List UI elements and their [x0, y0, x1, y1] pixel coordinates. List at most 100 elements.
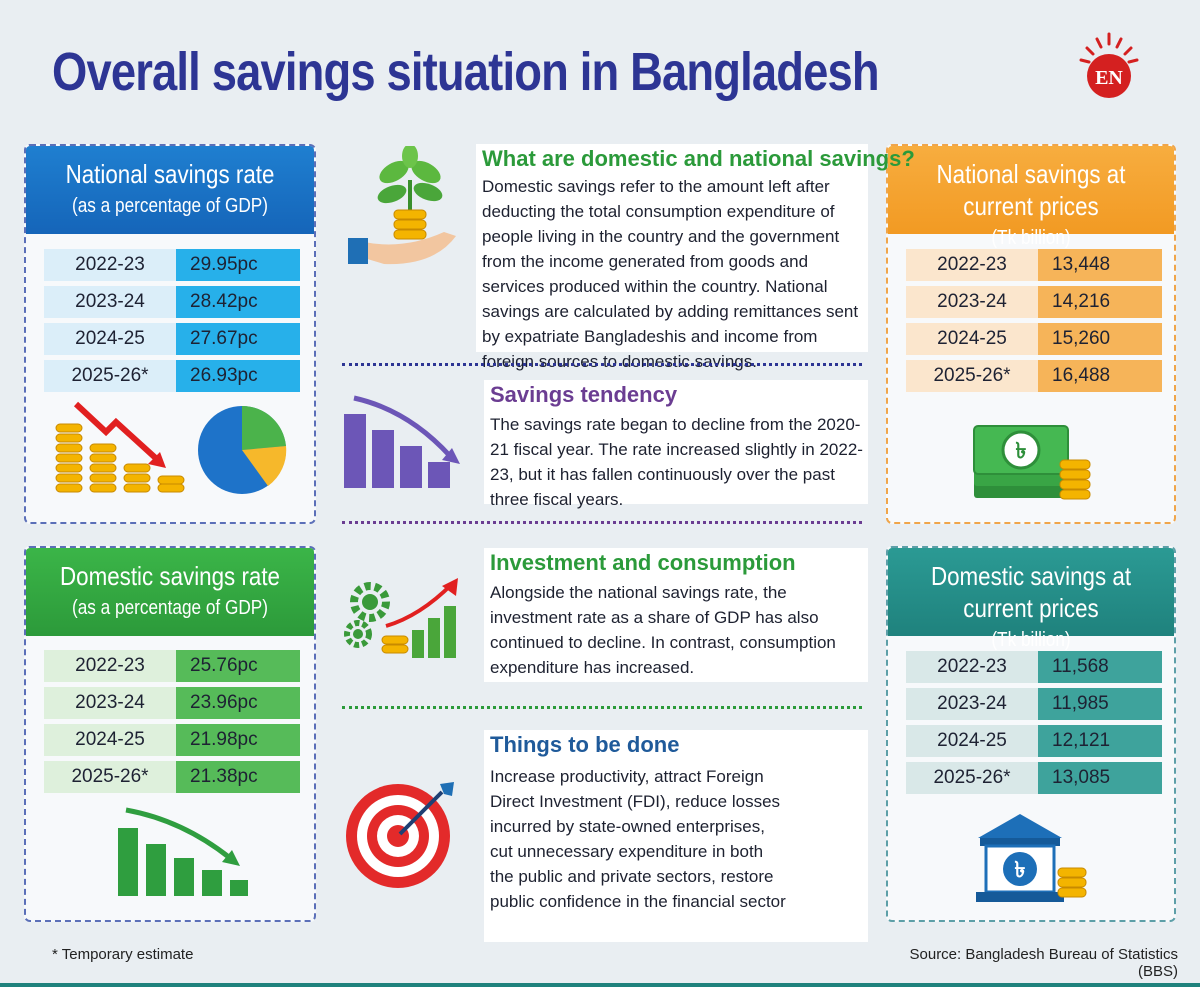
panel-header: Domestic savings rate (as a percentage o… [26, 548, 314, 636]
value-cell: 21.38pc [176, 761, 300, 793]
value-cell: 11,568 [1038, 651, 1162, 683]
section-body: The savings rate began to decline from t… [490, 415, 863, 509]
value-cell: 27.67pc [176, 323, 300, 355]
source-note: Source: Bangladesh Bureau of Statistics … [909, 946, 1179, 980]
national-savings-rate-panel: National savings rate (as a percentage o… [24, 144, 316, 524]
panel-subtitle: (as a percentage of GDP) [72, 597, 268, 619]
value-cell: 16,488 [1038, 360, 1162, 392]
gears-growth-icon [344, 578, 458, 658]
value-cell: 29.95pc [176, 249, 300, 281]
section-body: Alongside the national savings rate, the… [490, 583, 836, 677]
table-row: 2024-25 21.98pc [44, 724, 306, 756]
domestic-savings-rate-panel: Domestic savings rate (as a percentage o… [24, 546, 316, 922]
national-savings-current-panel: National savings at current prices (Tk b… [886, 144, 1176, 524]
divider [342, 521, 862, 524]
table-row: 2024-25 27.67pc [44, 323, 306, 355]
amount-table: 2022-23 13,448 2023-24 14,216 2024-25 15,26… [906, 249, 1168, 397]
value-cell: 21.98pc [176, 724, 300, 756]
table-row: 2024-25 15,260 [906, 323, 1168, 355]
year-cell: 2025-26* [906, 762, 1038, 794]
table-row: 2024-25 12,121 [906, 725, 1168, 757]
year-cell: 2024-25 [44, 323, 176, 355]
year-cell: 2023-24 [44, 286, 176, 318]
logo-text: EN [1095, 67, 1123, 89]
year-cell: 2024-25 [906, 725, 1038, 757]
value-cell: 13,448 [1038, 249, 1162, 281]
year-cell: 2025-26* [906, 360, 1038, 392]
panel-header: Domestic savings at current prices (Tk b… [888, 548, 1174, 651]
brand-logo: EN [1075, 30, 1155, 110]
section-title: Things to be done [490, 732, 680, 757]
amount-table: 2022-23 11,568 2023-24 11,985 2024-25 12,12… [906, 651, 1168, 799]
value-cell: 13,085 [1038, 762, 1162, 794]
year-cell: 2025-26* [44, 761, 176, 793]
section-title: Savings tendency [490, 382, 678, 407]
investment-section: Investment and consumption Alongside the… [484, 548, 868, 682]
page-title: Overall savings situation in Bangladesh [52, 42, 880, 102]
panel-title: National savings at current prices [936, 159, 1126, 221]
table-row: 2025-26* 13,085 [906, 762, 1168, 794]
value-cell: 25.76pc [176, 650, 300, 682]
rate-table: 2022-23 25.76pc 2023-24 23.96pc 2024-25 21.… [44, 650, 306, 798]
table-row: 2023-24 11,985 [906, 688, 1168, 720]
divider [342, 706, 862, 709]
section-title: Investment and consumption [490, 550, 796, 575]
year-cell: 2024-25 [906, 323, 1038, 355]
pie-chart-icon [198, 405, 287, 494]
domestic-savings-current-panel: Domestic savings at current prices (Tk b… [886, 546, 1176, 922]
year-cell: 2023-24 [44, 687, 176, 719]
plant-coins-hand-icon [348, 146, 456, 265]
panel-subtitle: (Tk billion) [991, 227, 1071, 249]
year-cell: 2024-25 [44, 724, 176, 756]
declining-chart-icon [344, 395, 460, 488]
what-section: What are domestic and national savings? … [476, 144, 915, 371]
taka-banknotes-icon: ৳ [973, 425, 1091, 500]
table-row: 2025-26* 21.38pc [44, 761, 306, 793]
panel-header: National savings at current prices (Tk b… [888, 146, 1174, 249]
year-cell: 2022-23 [44, 249, 176, 281]
table-row: 2022-23 25.76pc [44, 650, 306, 682]
target-icon [346, 782, 454, 888]
value-cell: 11,985 [1038, 688, 1162, 720]
panel-subtitle: (Tk billion) [991, 629, 1071, 651]
footnote: * Temporary estimate [52, 946, 194, 963]
section-body: Domestic savings refer to the amount lef… [482, 177, 859, 371]
value-cell: 28.42pc [176, 286, 300, 318]
value-cell: 23.96pc [176, 687, 300, 719]
panel-title: Domestic savings rate [60, 561, 280, 591]
bottom-border [0, 983, 1200, 987]
table-row: 2023-24 23.96pc [44, 687, 306, 719]
table-row: 2022-23 11,568 [906, 651, 1168, 683]
table-row: 2025-26* 16,488 [906, 360, 1168, 392]
value-cell: 14,216 [1038, 286, 1162, 318]
year-cell: 2022-23 [906, 249, 1038, 281]
year-cell: 2022-23 [44, 650, 176, 682]
year-cell: 2025-26* [44, 360, 176, 392]
panel-header: National savings rate (as a percentage o… [26, 146, 314, 234]
table-row: 2023-24 14,216 [906, 286, 1168, 318]
value-cell: 15,260 [1038, 323, 1162, 355]
declining-bar-chart-icon [118, 807, 248, 896]
panel-title: National savings rate [65, 159, 275, 189]
value-cell: 26.93pc [176, 360, 300, 392]
bank-building-icon: ৳ [976, 814, 1087, 902]
panel-title: Domestic savings at current prices [930, 561, 1132, 623]
table-row: 2025-26* 26.93pc [44, 360, 306, 392]
value-cell: 12,121 [1038, 725, 1162, 757]
svg-text:৳: ৳ [1016, 439, 1027, 464]
year-cell: 2022-23 [906, 651, 1038, 683]
year-cell: 2023-24 [906, 688, 1038, 720]
year-cell: 2023-24 [906, 286, 1038, 318]
divider [342, 363, 862, 366]
declining-coins-icon [55, 401, 185, 493]
tendency-section: Savings tendency The savings rate began … [484, 380, 868, 509]
panel-subtitle: (as a percentage of GDP) [72, 195, 268, 217]
todo-section: Things to be done Increase productivity,… [484, 730, 868, 942]
rate-table: 2022-23 29.95pc 2023-24 28.42pc 2024-25 27.… [44, 249, 306, 397]
table-row: 2023-24 28.42pc [44, 286, 306, 318]
table-row: 2022-23 13,448 [906, 249, 1168, 281]
section-title: What are domestic and national savings? [482, 146, 915, 171]
section-body: Increase productivity, attract Foreign D… [490, 767, 786, 911]
table-row: 2022-23 29.95pc [44, 249, 306, 281]
svg-text:৳: ৳ [1015, 858, 1026, 883]
